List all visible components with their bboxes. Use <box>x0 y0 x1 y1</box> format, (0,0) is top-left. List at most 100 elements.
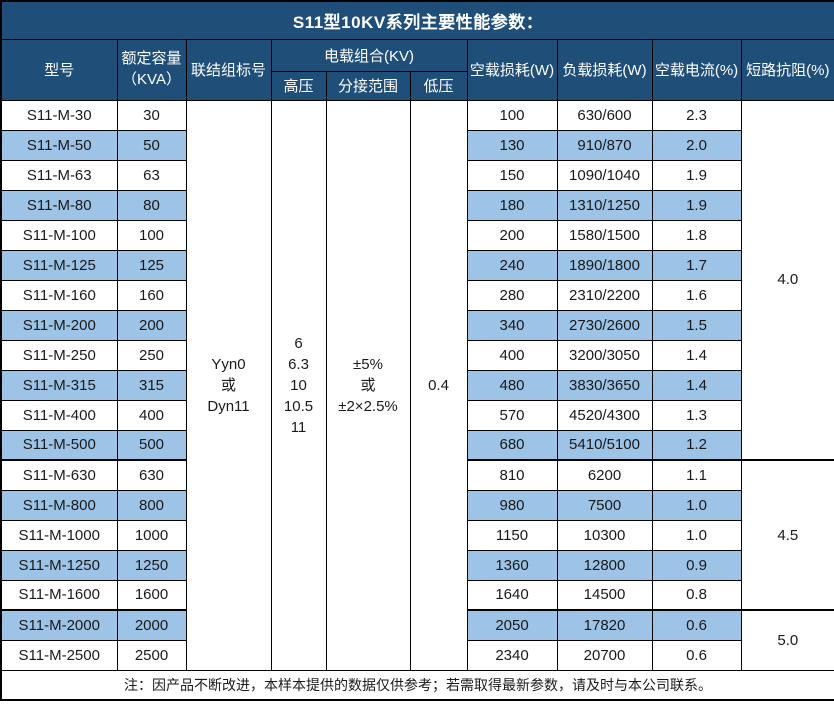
header-load-loss: 负载损耗(W) <box>556 38 653 101</box>
capacity-cell: 1250 <box>116 549 187 581</box>
no-load-current-cell: 1.3 <box>651 399 742 431</box>
model-cell: S11-M-1250 <box>0 549 118 581</box>
table-row: S11-M-315 315 480 3830/3650 1.4 <box>0 369 834 401</box>
footer-row: 注：因产品不断改进，本样本提供的数据仅供参考；若需取得最新参数，请及时与本公司联… <box>0 669 834 701</box>
table-row: S11-M-400 400 570 4520/4300 1.3 <box>0 399 834 431</box>
header-voltage-group: 电载组合(KV) <box>270 38 468 72</box>
table-row: S11-M-2500 2500 2340 20700 0.6 <box>0 639 834 671</box>
no-load-loss-cell: 100 <box>466 99 558 131</box>
load-loss-cell: 2730/2600 <box>556 309 653 341</box>
no-load-current-cell: 0.8 <box>651 579 742 611</box>
no-load-loss-cell: 130 <box>466 129 558 161</box>
capacity-cell: 1000 <box>116 519 187 551</box>
capacity-cell: 63 <box>116 159 187 191</box>
capacity-cell: 80 <box>116 189 187 221</box>
capacity-cell: 630 <box>116 459 187 491</box>
model-cell: S11-M-250 <box>0 339 118 371</box>
no-load-current-cell: 1.6 <box>651 279 742 311</box>
impedance-merged-cell: 4.0 <box>740 99 834 461</box>
page-title: S11型10KV系列主要性能参数： <box>0 0 834 40</box>
table-row: S11-M-30 30 Yyn0 或 Dyn11 6 6.3 10 10.5 1… <box>0 99 834 671</box>
no-load-current-cell: 1.4 <box>651 339 742 371</box>
capacity-cell: 250 <box>116 339 187 371</box>
load-loss-cell: 7500 <box>556 489 653 521</box>
load-loss-cell: 1310/1250 <box>556 189 653 221</box>
no-load-current-cell: 1.0 <box>651 489 742 521</box>
no-load-loss-cell: 2340 <box>466 639 558 671</box>
no-load-current-cell: 0.6 <box>651 609 742 641</box>
capacity-cell: 2500 <box>116 639 187 671</box>
capacity-cell: 200 <box>116 309 187 341</box>
capacity-cell: 50 <box>116 129 187 161</box>
capacity-cell: 315 <box>116 369 187 401</box>
load-loss-cell: 20700 <box>556 639 653 671</box>
no-load-current-cell: 1.2 <box>651 429 742 461</box>
lv-merged-cell: 0.4 <box>409 99 468 671</box>
capacity-cell: 100 <box>116 219 187 251</box>
no-load-current-cell: 1.8 <box>651 219 742 251</box>
model-cell: S11-M-400 <box>0 399 118 431</box>
model-cell: S11-M-50 <box>0 129 118 161</box>
header-capacity: 额定容量 （KVA） <box>116 38 187 101</box>
tap-range-merged-cell: ±5% 或 ±2×2.5% <box>325 99 411 671</box>
no-load-loss-cell: 980 <box>466 489 558 521</box>
no-load-loss-cell: 570 <box>466 399 558 431</box>
no-load-current-cell: 0.6 <box>651 639 742 671</box>
header-impedance: 短路抗阻(%) <box>740 38 834 101</box>
impedance-merged-cell: 4.5 <box>740 459 834 611</box>
model-cell: S11-M-63 <box>0 159 118 191</box>
header-hv: 高压 <box>270 70 327 101</box>
header-connection: 联结组标号 <box>185 38 272 101</box>
load-loss-cell: 3200/3050 <box>556 339 653 371</box>
table-row: S11-M-500 500 680 5410/5100 1.2 <box>0 429 834 461</box>
table-row: S11-M-63 63 150 1090/1040 1.9 <box>0 159 834 191</box>
load-loss-cell: 17820 <box>556 609 653 641</box>
model-cell: S11-M-200 <box>0 309 118 341</box>
load-loss-cell: 910/870 <box>556 129 653 161</box>
title-row: S11型10KV系列主要性能参数： <box>0 0 834 40</box>
model-cell: S11-M-1600 <box>0 579 118 611</box>
no-load-loss-cell: 1640 <box>466 579 558 611</box>
connection-merged-cell: Yyn0 或 Dyn11 <box>185 99 272 671</box>
no-load-loss-cell: 150 <box>466 159 558 191</box>
table-row: S11-M-630 630 810 6200 1.1 4.5 <box>0 459 834 611</box>
capacity-cell: 125 <box>116 249 187 281</box>
model-cell: S11-M-160 <box>0 279 118 311</box>
no-load-current-cell: 1.0 <box>651 519 742 551</box>
load-loss-cell: 1580/1500 <box>556 219 653 251</box>
no-load-current-cell: 1.7 <box>651 249 742 281</box>
capacity-cell: 1600 <box>116 579 187 611</box>
no-load-loss-cell: 180 <box>466 189 558 221</box>
no-load-current-cell: 1.9 <box>651 189 742 221</box>
header-no-load-loss: 空载损耗(W) <box>466 38 558 101</box>
table-row: S11-M-250 250 400 3200/3050 1.4 <box>0 339 834 371</box>
capacity-cell: 800 <box>116 489 187 521</box>
load-loss-cell: 2310/2200 <box>556 279 653 311</box>
header-model: 型号 <box>0 38 118 101</box>
no-load-loss-cell: 1360 <box>466 549 558 581</box>
model-cell: S11-M-315 <box>0 369 118 401</box>
table-row: S11-M-1250 1250 1360 12800 0.9 <box>0 549 834 581</box>
capacity-cell: 30 <box>116 99 187 131</box>
no-load-current-cell: 1.4 <box>651 369 742 401</box>
header-tap-range: 分接范围 <box>325 70 411 101</box>
no-load-loss-cell: 280 <box>466 279 558 311</box>
model-cell: S11-M-1000 <box>0 519 118 551</box>
no-load-current-cell: 2.0 <box>651 129 742 161</box>
model-cell: S11-M-100 <box>0 219 118 251</box>
load-loss-cell: 630/600 <box>556 99 653 131</box>
table-row: S11-M-160 160 280 2310/2200 1.6 <box>0 279 834 311</box>
load-loss-cell: 1090/1040 <box>556 159 653 191</box>
header-row-2: 高压 分接范围 低压 <box>1 70 834 101</box>
no-load-current-cell: 2.3 <box>651 99 742 131</box>
load-loss-cell: 6200 <box>556 459 653 491</box>
no-load-loss-cell: 340 <box>466 309 558 341</box>
header-row-1: 型号 额定容量 （KVA） 联结组标号 电载组合(KV) 空载损耗(W) 负载损… <box>0 38 834 101</box>
capacity-cell: 400 <box>116 399 187 431</box>
table-row: S11-M-1000 1000 1150 10300 1.0 <box>0 519 834 551</box>
model-cell: S11-M-500 <box>0 429 118 461</box>
model-cell: S11-M-2500 <box>0 639 118 671</box>
table-row: S11-M-80 80 180 1310/1250 1.9 <box>0 189 834 221</box>
header-lv: 低压 <box>409 70 468 101</box>
